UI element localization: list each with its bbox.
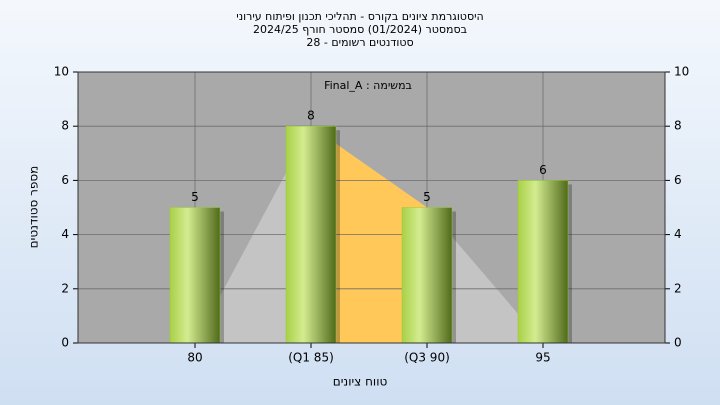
annotation: Final_A : במשימה	[324, 79, 412, 92]
x-tick-label: 80	[187, 351, 202, 365]
y2-tick-label: 10	[674, 65, 689, 79]
value-label: 6	[539, 163, 547, 177]
y-tick-label: 6	[61, 173, 69, 187]
value-label: 8	[307, 109, 315, 123]
value-label: 5	[423, 190, 431, 204]
x-tick-label: (Q3 90)	[404, 351, 450, 365]
y2-tick-label: 0	[674, 336, 682, 350]
y2-tick-label: 4	[674, 227, 682, 241]
y2-tick-label: 2	[674, 281, 682, 295]
y-tick-label: 8	[61, 119, 69, 133]
value-label: 5	[191, 190, 199, 204]
x-tick-label: 95	[535, 351, 550, 365]
bar	[169, 207, 221, 344]
bar	[517, 180, 569, 344]
x-tick-label: (Q1 85)	[288, 351, 334, 365]
y-axis-label: מספר סטודנטים	[27, 166, 41, 249]
y2-tick-label: 6	[674, 173, 682, 187]
chart-subtitle: סטודנטים רשומים - 28	[306, 36, 413, 49]
plot-border	[77, 71, 666, 344]
y-tick-label: 0	[61, 336, 69, 350]
y2-tick-label: 8	[674, 119, 682, 133]
y-tick-label: 10	[54, 65, 69, 79]
y-tick-label: 4	[61, 227, 69, 241]
x-axis-label: טווח ציונים	[333, 375, 388, 389]
y-tick-label: 2	[61, 281, 69, 295]
chart-title: היסטוגרמת ציונים בקורס - תהליכי תכנון ופ…	[236, 10, 483, 23]
bar	[401, 207, 453, 344]
bar	[285, 125, 337, 344]
chart-subtitle: בסמסטר (01/2024) סמסטר חורף 2024/25	[253, 23, 467, 36]
